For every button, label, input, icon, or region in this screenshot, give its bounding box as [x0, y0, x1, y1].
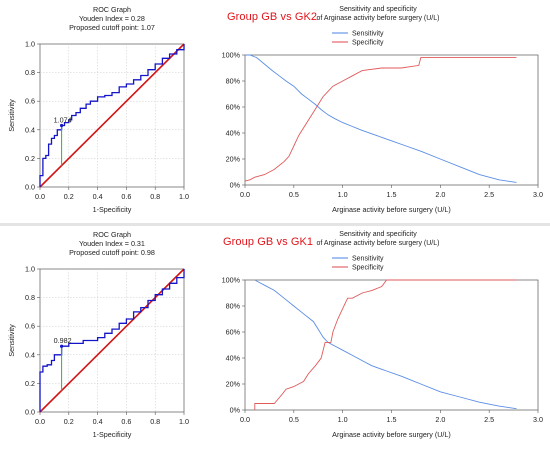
y-tick-label: 0.4 — [25, 350, 35, 359]
y-tick-label: 60% — [226, 103, 241, 112]
specificity-line — [254, 279, 517, 410]
legend-sensitivity: Sensitivity — [352, 31, 384, 38]
y-tick-label: 80% — [226, 302, 241, 311]
cutoff-text: Proposed cutoff point: 1.07 — [69, 23, 155, 32]
reference-diagonal — [39, 268, 185, 413]
x-axis-label: Arginase activity before surgery (U/L) — [332, 205, 451, 214]
x-tick-label: 2.5 — [484, 415, 494, 424]
x-tick-label: 0.5 — [289, 190, 299, 199]
reference-diagonal — [39, 43, 185, 188]
x-tick-label: 0.0 — [240, 415, 250, 424]
cutoff-text: Proposed cutoff point: 0.98 — [69, 248, 155, 257]
legend-sensitivity: Sensitivity — [352, 256, 384, 263]
x-axis-label: Arginase activity before surgery (U/L) — [332, 430, 451, 439]
x-tick-label: 1.5 — [387, 190, 397, 199]
y-tick-label: 20% — [226, 155, 241, 164]
roc-curve — [39, 269, 185, 412]
y-tick-label: 0.6 — [25, 322, 35, 331]
group-title: Group GB vs GK1 — [223, 236, 314, 248]
ss-subtitle: of Arginase activity before surgery (U/L… — [317, 240, 440, 247]
divider — [0, 223, 550, 226]
x-tick-label: 0.4 — [93, 192, 103, 201]
y-tick-label: 0.8 — [25, 68, 35, 77]
y-tick-label: 1.0 — [25, 265, 35, 274]
youden-index: Youden Index = 0.28 — [79, 14, 145, 23]
x-tick-label: 2.0 — [435, 190, 445, 199]
y-axis-label: Sensitivity — [7, 99, 16, 132]
sensitivity-specificity-chart: Sensitivity and specificity of Arginase a… — [222, 231, 543, 439]
y-axis-label: Sensitivity — [7, 324, 16, 357]
y-tick-label: 0% — [230, 406, 241, 415]
y-tick-label: 100% — [222, 51, 241, 60]
roc-title: ROC Graph — [93, 5, 131, 14]
y-tick-label: 20% — [226, 380, 241, 389]
cutoff-label: 1.074 — [54, 116, 72, 125]
x-tick-label: 0.5 — [289, 415, 299, 424]
legend-specificity: Specificity — [352, 40, 384, 47]
x-tick-label: 2.0 — [435, 415, 445, 424]
panel-gb-vs-gk1: ROC Graph Youden Index = 0.31 Proposed cut… — [0, 225, 550, 449]
x-tick-label: 0.8 — [150, 192, 160, 201]
x-axis-label: 1-Specificity — [93, 430, 132, 439]
cutoff-point — [60, 344, 64, 348]
ss-title: Sensitivity and specificity — [339, 6, 417, 13]
x-tick-label: 0.6 — [121, 417, 131, 426]
y-tick-label: 0.0 — [25, 408, 35, 417]
x-tick-label: 0.2 — [64, 192, 74, 201]
roc-curve — [39, 44, 185, 187]
y-tick-label: 100% — [222, 276, 241, 285]
y-tick-label: 0.2 — [25, 154, 35, 163]
sensitivity-line — [245, 54, 517, 183]
x-tick-label: 1.0 — [179, 417, 189, 426]
y-tick-label: 0% — [230, 181, 241, 190]
x-tick-label: 0.0 — [35, 417, 45, 426]
legend-specificity: Specificity — [352, 265, 384, 272]
x-tick-label: 1.0 — [179, 192, 189, 201]
ss-title: Sensitivity and specificity — [339, 231, 417, 238]
x-tick-label: 0.2 — [64, 417, 74, 426]
x-tick-label: 1.0 — [338, 190, 348, 199]
x-tick-label: 1.5 — [387, 415, 397, 424]
x-tick-label: 0.4 — [93, 417, 103, 426]
y-tick-label: 0.4 — [25, 125, 35, 134]
youden-index: Youden Index = 0.31 — [79, 239, 145, 248]
ss-subtitle: of Arginase activity before surgery (U/L… — [317, 15, 440, 22]
y-tick-label: 0.6 — [25, 97, 35, 106]
specificity-line — [244, 57, 517, 182]
x-tick-label: 2.5 — [484, 190, 494, 199]
group-title: Group GB vs GK2 — [227, 11, 318, 23]
y-tick-label: 60% — [226, 328, 241, 337]
x-tick-label: 0.0 — [35, 192, 45, 201]
x-tick-label: 3.0 — [533, 190, 543, 199]
x-tick-label: 0.6 — [121, 192, 131, 201]
x-tick-label: 0.8 — [150, 417, 160, 426]
plot-frame — [244, 279, 539, 411]
y-tick-label: 0.2 — [25, 379, 35, 388]
sensitivity-specificity-chart: Sensitivity and specificity of Arginase a… — [222, 6, 543, 214]
panel-gb-vs-gk2: ROC Graph Youden Index = 0.28 Proposed cut… — [0, 0, 550, 224]
y-tick-label: 80% — [226, 77, 241, 86]
y-tick-label: 1.0 — [25, 40, 35, 49]
x-tick-label: 1.0 — [338, 415, 348, 424]
x-tick-label: 3.0 — [533, 415, 543, 424]
y-tick-label: 40% — [226, 354, 241, 363]
y-tick-label: 0.8 — [25, 293, 35, 302]
y-tick-label: 0.0 — [25, 183, 35, 192]
cutoff-point — [60, 123, 64, 128]
y-tick-label: 40% — [226, 129, 241, 138]
sensitivity-line — [254, 279, 517, 410]
x-tick-label: 0.0 — [240, 190, 250, 199]
cutoff-label: 0.982 — [54, 336, 72, 345]
roc-title: ROC Graph — [93, 230, 131, 239]
x-axis-label: 1-Specificity — [93, 205, 132, 214]
plot-frame — [244, 54, 539, 186]
